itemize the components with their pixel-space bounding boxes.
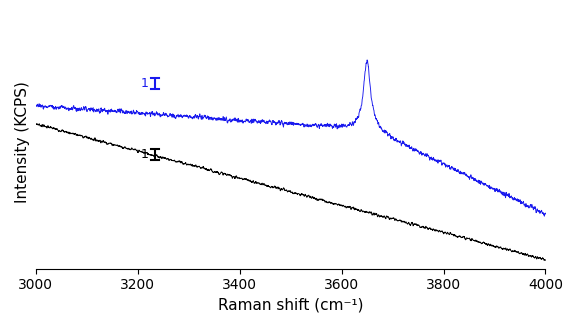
X-axis label: Raman shift (cm⁻¹): Raman shift (cm⁻¹) xyxy=(218,298,364,313)
Text: 1: 1 xyxy=(141,77,149,91)
Y-axis label: Intensity (KCPS): Intensity (KCPS) xyxy=(15,81,30,203)
Text: 1: 1 xyxy=(141,148,149,161)
